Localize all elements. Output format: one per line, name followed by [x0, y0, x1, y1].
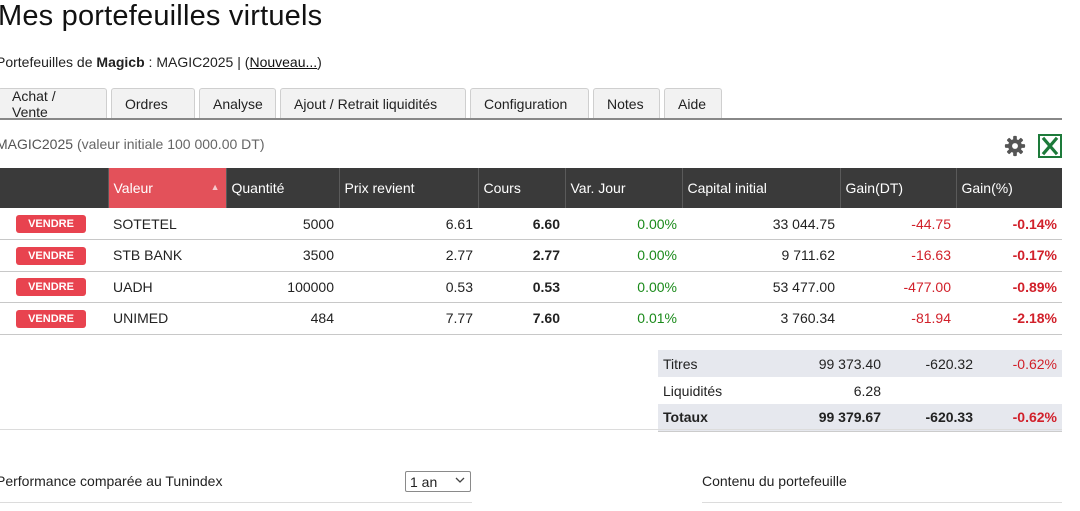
col-gain-dt[interactable]: Gain(DT) [840, 168, 957, 208]
tab-analyse[interactable]: Analyse [199, 88, 276, 119]
cell-cours: 7.60 [478, 302, 565, 335]
sell-button[interactable]: VENDRE [16, 309, 86, 328]
performance-label: Performance comparée au Tunindex [0, 473, 223, 489]
cell-var-jour: 0.01% [565, 302, 682, 335]
portfolio-header: MAGIC2025 (valeur initiale 100 000.00 DT… [0, 136, 264, 152]
summary-value: 6.28 [853, 382, 881, 399]
tab-ordres[interactable]: Ordres [111, 88, 195, 119]
table-row: VENDRE STB BANK 3500 2.77 2.77 0.00% 9 7… [0, 239, 1062, 272]
table-row: VENDRE SOTETEL 5000 6.61 6.60 0.00% 33 0… [0, 208, 1062, 240]
new-portfolio-link[interactable]: Nouveau... [249, 54, 318, 70]
cell-var-jour: 0.00% [565, 208, 682, 240]
owner-prefix: Portefeuilles de [0, 54, 93, 70]
cell-capital-initial: 9 711.62 [682, 239, 840, 272]
gear-icon[interactable] [1004, 135, 1026, 157]
cell-quantite: 5000 [226, 208, 339, 240]
tab-notes[interactable]: Notes [593, 88, 660, 119]
period-select-value: 1 an [410, 473, 438, 490]
cell-gain-pct: -0.17% [956, 239, 1062, 272]
cell-quantite: 484 [226, 302, 339, 335]
tab-ajout-retrait[interactable]: Ajout / Retrait liquidités [280, 88, 466, 119]
summary-table: Titres 99 373.40 -620.32 -0.62% Liquidit… [658, 350, 1062, 432]
close-paren: ) [317, 54, 322, 70]
col-gain-pct[interactable]: Gain(%) [956, 168, 1062, 208]
contents-divider [702, 502, 1062, 503]
table-row: VENDRE UNIMED 484 7.77 7.60 0.01% 3 760.… [0, 302, 1062, 335]
cell-cours: 2.77 [478, 239, 565, 272]
cell-valeur: UADH [108, 271, 226, 303]
portfolio-initial-value: (valeur initiale 100 000.00 DT) [76, 136, 265, 152]
cell-gain-pct: -0.14% [956, 208, 1062, 240]
section-divider [0, 429, 1062, 430]
cell-gain-dt: -44.75 [840, 208, 956, 240]
tab-configuration[interactable]: Configuration [470, 88, 589, 119]
portfolio-name: MAGIC2025 [0, 136, 74, 152]
col-quantite[interactable]: Quantité [226, 168, 340, 208]
cell-valeur: STB BANK [108, 239, 226, 272]
excel-icon[interactable] [1038, 134, 1062, 158]
cell-valeur: UNIMED [108, 302, 226, 335]
chevron-down-icon [455, 477, 465, 483]
summary-gain: -620.32 [886, 350, 978, 377]
summary-label: Liquidités [663, 382, 723, 399]
col-cours[interactable]: Cours [478, 168, 566, 208]
page-title: Mes portefeuilles virtuels [0, 0, 323, 32]
cell-cours: 0.53 [478, 271, 565, 303]
summary-gain: -620.33 [886, 404, 978, 432]
col-valeur[interactable]: Valeur ▲ [108, 168, 227, 208]
owner-user: Magicb [96, 54, 145, 70]
summary-value: 99 379.67 [778, 404, 886, 432]
summary-label: Totaux [658, 404, 778, 432]
col-actions [0, 168, 109, 208]
summary-pct: -0.62% [978, 350, 1062, 377]
summary-label: Titres [658, 350, 778, 377]
sell-button[interactable]: VENDRE [16, 215, 86, 233]
col-prix-revient[interactable]: Prix revient [339, 168, 479, 208]
summary-pct: -0.62% [978, 404, 1062, 432]
cell-quantite: 3500 [226, 239, 339, 272]
sort-asc-icon: ▲ [210, 182, 220, 192]
tab-achat-vente[interactable]: Achat / Vente [0, 88, 107, 120]
summary-value: 99 373.40 [778, 350, 886, 377]
cell-cours: 6.60 [478, 208, 565, 240]
portfolio-select-link[interactable]: MAGIC2025 [156, 54, 234, 70]
open-paren: ( [244, 54, 250, 70]
cell-gain-pct: -2.18% [956, 302, 1062, 335]
holdings-table: Valeur ▲ Quantité Prix revient Cours Var.… [0, 168, 1062, 335]
summary-row-liquidites: Liquidités 6.28 [658, 377, 1062, 404]
tabs-divider [0, 118, 1062, 120]
tab-bar: Achat / Vente Ordres Analyse Ajout / Ret… [0, 88, 726, 120]
sell-button[interactable]: VENDRE [16, 278, 86, 297]
portfolio-owner-line: Portefeuilles de Magicb : MAGIC2025 | (N… [0, 54, 322, 70]
performance-divider [0, 502, 472, 503]
cell-prix-revient: 7.77 [339, 302, 478, 335]
tab-aide[interactable]: Aide [664, 88, 722, 119]
table-row: VENDRE UADH 100000 0.53 0.53 0.00% 53 47… [0, 271, 1062, 303]
cell-capital-initial: 33 044.75 [682, 208, 840, 240]
col-var-jour[interactable]: Var. Jour [565, 168, 683, 208]
cell-prix-revient: 0.53 [339, 271, 478, 303]
cell-gain-dt: -477.00 [840, 271, 956, 303]
summary-row-totaux: Totaux 99 379.67 -620.33 -0.62% [658, 404, 1062, 432]
cell-capital-initial: 3 760.34 [682, 302, 840, 335]
cell-quantite: 100000 [226, 271, 339, 303]
period-select[interactable]: 1 an [405, 471, 471, 492]
col-capital-initial[interactable]: Capital initial [682, 168, 841, 208]
cell-valeur: SOTETEL [108, 208, 226, 240]
cell-var-jour: 0.00% [565, 271, 682, 303]
owner-sep-bar: | [237, 54, 241, 70]
owner-sep: : [148, 54, 153, 70]
sell-button[interactable]: VENDRE [16, 246, 86, 265]
cell-prix-revient: 6.61 [339, 208, 478, 240]
cell-gain-dt: -16.63 [840, 239, 956, 272]
cell-gain-pct: -0.89% [956, 271, 1062, 303]
cell-var-jour: 0.00% [565, 239, 682, 272]
table-header-row: Valeur ▲ Quantité Prix revient Cours Var.… [0, 168, 1062, 208]
cell-capital-initial: 53 477.00 [682, 271, 840, 303]
portfolio-contents-label: Contenu du portefeuille [702, 473, 847, 489]
summary-row-titres: Titres 99 373.40 -620.32 -0.62% [658, 350, 1062, 377]
cell-prix-revient: 2.77 [339, 239, 478, 272]
cell-gain-dt: -81.94 [840, 302, 956, 335]
